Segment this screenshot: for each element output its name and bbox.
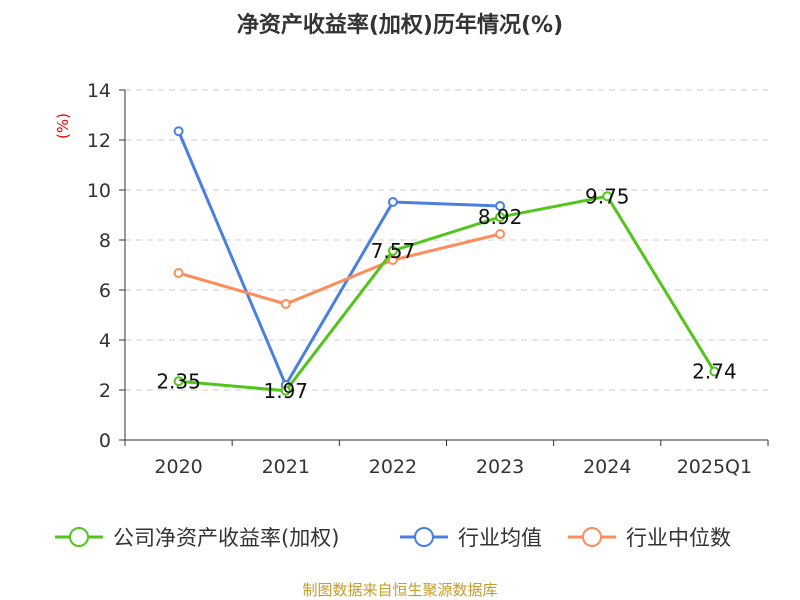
y-axis-label: (%) (54, 113, 72, 139)
y-tick-label: 14 (87, 80, 111, 102)
y-tick-label: 6 (99, 280, 111, 302)
legend-marker (582, 527, 602, 547)
x-tick-label: 2024 (583, 456, 631, 478)
data-point (495, 212, 506, 222)
x-tick-label: 2025Q1 (677, 456, 752, 478)
x-tick-label: 2021 (262, 456, 310, 478)
data-label: 7.57 (371, 239, 416, 263)
legend-marker (414, 527, 434, 547)
y-tick-label: 12 (87, 130, 111, 152)
legend-label: 公司净资产收益率(加权) (113, 526, 339, 550)
x-tick-label: 2023 (476, 456, 524, 478)
chart-title: 净资产收益率(加权)历年情况(%) (237, 12, 563, 38)
legend-marker (69, 527, 89, 547)
series-line (177, 130, 501, 389)
data-label: 9.75 (585, 184, 630, 208)
y-tick-label: 4 (99, 330, 111, 352)
data-point (387, 197, 398, 207)
data-label: 8.92 (478, 205, 523, 229)
y-tick-label: 0 (99, 430, 111, 452)
x-tick-label: 2020 (154, 456, 202, 478)
data-label: 1.97 (263, 379, 308, 403)
data-label: 2.74 (692, 360, 737, 384)
y-tick-label: 8 (99, 230, 111, 252)
data-point (280, 385, 291, 396)
data-label: 2.35 (156, 369, 201, 393)
data-point (387, 255, 398, 265)
legend-label: 行业均值 (458, 526, 542, 550)
data-point (173, 126, 184, 137)
series-line (178, 232, 501, 306)
data-point (173, 268, 184, 278)
data-point (495, 201, 506, 211)
series-line (178, 194, 716, 393)
data-point (387, 245, 398, 256)
data-point (173, 376, 184, 387)
data-point (602, 191, 613, 202)
data-point (280, 299, 291, 309)
y-tick-label: 10 (87, 180, 111, 202)
data-point (495, 229, 506, 239)
data-point (709, 366, 720, 377)
legend-label: 行业中位数 (626, 526, 731, 550)
x-tick-label: 2022 (369, 456, 417, 478)
y-tick-label: 2 (99, 380, 111, 402)
footer-source: 制图数据来自恒生聚源数据库 (302, 581, 497, 599)
